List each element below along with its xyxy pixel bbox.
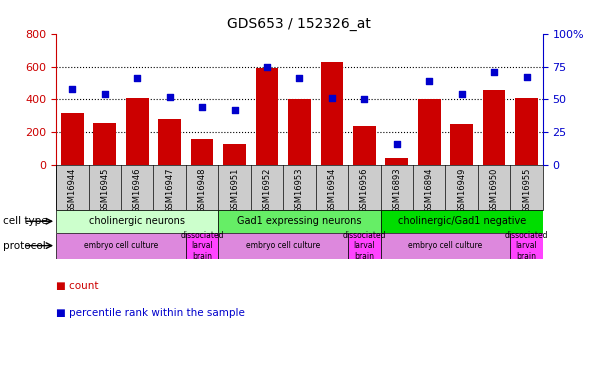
Point [457,91,467,97]
Point [262,63,271,70]
Text: cell type: cell type [3,216,48,226]
Text: protocol: protocol [3,241,45,250]
Point [68,86,77,92]
Text: GSM16953: GSM16953 [295,167,304,213]
Point [327,95,336,101]
Text: GSM16952: GSM16952 [263,167,271,213]
Text: Gad1 expressing neurons: Gad1 expressing neurons [237,216,362,226]
Text: ■ percentile rank within the sample: ■ percentile rank within the sample [56,308,245,318]
Bar [381,210,543,232]
Bar [381,232,510,259]
Text: cholinergic neurons: cholinergic neurons [89,216,185,226]
Text: embryo cell culture: embryo cell culture [408,241,483,250]
Text: dissociated
larval
brain: dissociated larval brain [505,231,548,261]
Point [425,78,434,84]
Text: embryo cell culture: embryo cell culture [246,241,320,250]
Bar [56,232,186,259]
Text: GSM16950: GSM16950 [490,167,499,213]
Bar [61,112,84,165]
Point [522,74,532,80]
Bar [510,232,543,259]
Point [197,104,207,110]
Text: GSM16893: GSM16893 [392,167,401,213]
Text: dissociated
larval
brain: dissociated larval brain [343,231,386,261]
Text: cholinergic/Gad1 negative: cholinergic/Gad1 negative [398,216,526,226]
Point [132,75,142,81]
Text: GSM16944: GSM16944 [68,167,77,213]
Bar [191,139,214,165]
Bar [515,98,538,165]
Bar [186,232,218,259]
Text: GSM16948: GSM16948 [198,167,206,213]
Bar [483,90,506,165]
Bar [320,63,343,165]
Bar [218,210,381,232]
Point [295,75,304,81]
Point [392,141,401,147]
Bar [418,99,441,165]
Point [100,91,110,97]
Bar [255,68,278,165]
Text: GSM16946: GSM16946 [133,167,142,213]
Point [360,96,369,102]
Point [490,69,499,75]
Text: GSM16956: GSM16956 [360,167,369,213]
Bar [288,99,311,165]
Bar [158,119,181,165]
Text: GSM16951: GSM16951 [230,167,239,213]
Bar [56,210,218,232]
Bar [450,124,473,165]
Point [165,94,175,100]
Text: GSM16949: GSM16949 [457,167,466,213]
Bar [348,232,381,259]
Bar [223,144,246,165]
Bar [353,126,376,165]
Bar [218,232,348,259]
Bar [93,123,116,165]
Point [230,107,240,113]
Bar [385,158,408,165]
Text: embryo cell culture: embryo cell culture [84,241,158,250]
Bar [126,98,149,165]
Text: GSM16947: GSM16947 [165,167,174,213]
Text: dissociated
larval
brain: dissociated larval brain [181,231,224,261]
Text: GSM16894: GSM16894 [425,167,434,213]
Text: GSM16955: GSM16955 [522,167,531,213]
Title: GDS653 / 152326_at: GDS653 / 152326_at [228,17,371,32]
Text: ■ count: ■ count [56,281,99,291]
Text: GSM16945: GSM16945 [100,167,109,213]
Text: GSM16954: GSM16954 [327,167,336,213]
